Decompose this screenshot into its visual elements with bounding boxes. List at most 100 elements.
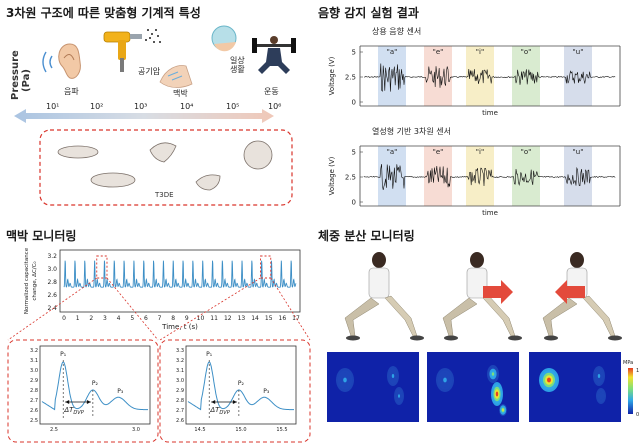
person-shoe	[508, 335, 522, 341]
pulse-x-tick: 7	[158, 315, 162, 322]
delta-arrowhead	[65, 400, 70, 404]
pulse-x-tick: 12	[224, 315, 232, 322]
y-axis-label: Voltage (V)	[328, 156, 336, 195]
zoom-y-tick: 2.7	[30, 398, 38, 404]
person-leg-back	[442, 297, 478, 337]
acoustic-title: 음향 감지 실험 결과	[318, 6, 419, 20]
person-leg-front	[582, 295, 616, 337]
vowel-label: "u"	[573, 48, 584, 56]
zoom-y-tick: 2.8	[30, 388, 38, 394]
delta-arrowhead	[232, 400, 237, 404]
app-label-daily-life: 일상 생활	[230, 56, 245, 74]
zoom-y-tick: 3.0	[176, 378, 184, 384]
pulse-y-tick: 2.6	[47, 292, 57, 299]
pulse-y-tick: 2.8	[47, 279, 57, 286]
pulse-x-tick: 15	[265, 315, 273, 322]
zoom-x-tick: 3.0	[132, 427, 140, 433]
pulse-x-tick: 14	[251, 315, 259, 322]
app-label-exercise: 운동	[264, 87, 279, 96]
peak-label: P₃	[263, 388, 270, 395]
pressure-hotspot	[597, 374, 601, 378]
person-shirt	[466, 267, 488, 299]
acoustic-figure: 상용 음향 센서 "a" "e" "i" "o" "u" 5 2.5 0 Voltage (V) t…	[328, 26, 621, 217]
pressure-axis-label: Pressure(Pa)	[10, 50, 32, 100]
ear-icon	[42, 43, 81, 79]
zoom-outer-box	[159, 339, 311, 443]
delta-label: ΔTDVP	[63, 406, 83, 416]
pressure-hotspot	[398, 394, 400, 398]
pulse-y-label: Normalized capacitance	[24, 247, 30, 314]
x-axis-label: time	[482, 209, 498, 217]
zoom-waveform	[187, 361, 294, 411]
weight-title: 체중 분산 모니터링	[318, 229, 415, 243]
zoom-y-tick: 2.9	[176, 388, 184, 394]
y-tick-label: 5	[352, 49, 356, 57]
zoom-y-tick: 3.0	[30, 368, 38, 374]
scale-tick-1: 10¹	[46, 102, 60, 111]
pulse-waveform	[63, 260, 297, 288]
peak-label: P₁	[206, 351, 213, 358]
pulse-y-label: change, ΔC/C₀	[32, 261, 38, 301]
wrist-icon	[159, 65, 193, 88]
x-axis-label: time	[482, 109, 498, 117]
zoom-y-tick: 2.8	[176, 398, 184, 404]
pulse-x-tick: 2	[89, 315, 93, 322]
person-head	[570, 252, 584, 268]
vowel-label: "a"	[387, 148, 398, 156]
zoom-y-tick: 3.2	[176, 358, 184, 364]
pulse-x-tick: 0	[62, 315, 66, 322]
vowel-band	[424, 46, 452, 106]
exercise-icon	[252, 36, 296, 74]
pressure-hotspot	[491, 372, 495, 376]
mechanical-title: 3차원 구조에 따른 맞춤형 기계적 특성	[6, 6, 201, 20]
pulse-x-label: Time, t (s)	[161, 323, 198, 331]
pulse-y-tick: 3.0	[47, 266, 57, 273]
device-label: T3DE	[155, 191, 174, 199]
daily-life-icon	[211, 25, 237, 52]
person-shoe	[346, 335, 360, 341]
pulse-x-tick: 9	[185, 315, 189, 322]
pressure-hotspot	[502, 408, 504, 412]
zoom-y-tick: 2.6	[176, 418, 184, 424]
vowel-label: "a"	[387, 48, 398, 56]
zoom-y-tick: 3.1	[176, 368, 184, 374]
vowel-label: "u"	[573, 148, 584, 156]
pulse-x-tick: 10	[197, 315, 205, 322]
pulse-x-tick: 13	[238, 315, 246, 322]
vowel-label: "o"	[521, 148, 532, 156]
pressure-art: Pressure(Pa)	[10, 25, 296, 206]
person-head	[470, 252, 484, 268]
acoustic-panel-title: 열성형 기반 3차원 센서	[372, 126, 451, 136]
pulse-x-tick: 16	[279, 315, 287, 322]
y-tick-label: 2.5	[345, 174, 356, 182]
colorbar-unit: MPa	[623, 360, 633, 366]
person-shoe	[410, 335, 424, 341]
peak-label: P₂	[92, 380, 99, 387]
pulse-x-tick: 8	[171, 315, 175, 322]
voltage-signal	[363, 164, 616, 190]
pulse-x-tick: 1	[76, 315, 80, 322]
forward-arrow	[483, 280, 513, 304]
y-tick-label: 0	[352, 99, 356, 107]
person-leg-back	[344, 297, 380, 337]
zoom-y-tick: 3.1	[30, 358, 38, 364]
colorbar-min: 0	[636, 412, 639, 418]
delta-arrowhead	[86, 400, 91, 404]
pulse-x-tick: 5	[130, 315, 134, 322]
scale-tick-3: 10³	[134, 102, 148, 111]
zoom-y-tick: 3.3	[176, 348, 184, 354]
y-axis-label: Voltage (V)	[328, 56, 336, 95]
person-shoe	[444, 335, 458, 341]
scale-tick-5: 10⁵	[226, 102, 240, 111]
app-label-sound: 음파	[64, 87, 79, 96]
vowel-label: "e"	[433, 148, 444, 156]
vowel-label: "i"	[476, 148, 484, 156]
pulse-main-frame	[59, 249, 301, 313]
zoom-outer-box	[7, 339, 159, 443]
pulse-y-tick: 3.2	[47, 253, 57, 260]
pressure-hotspot	[443, 377, 447, 383]
zoom-x-tick: 15.0	[235, 427, 246, 433]
pulse-x-tick: 17	[292, 315, 300, 322]
y-tick-label: 0	[352, 199, 356, 207]
